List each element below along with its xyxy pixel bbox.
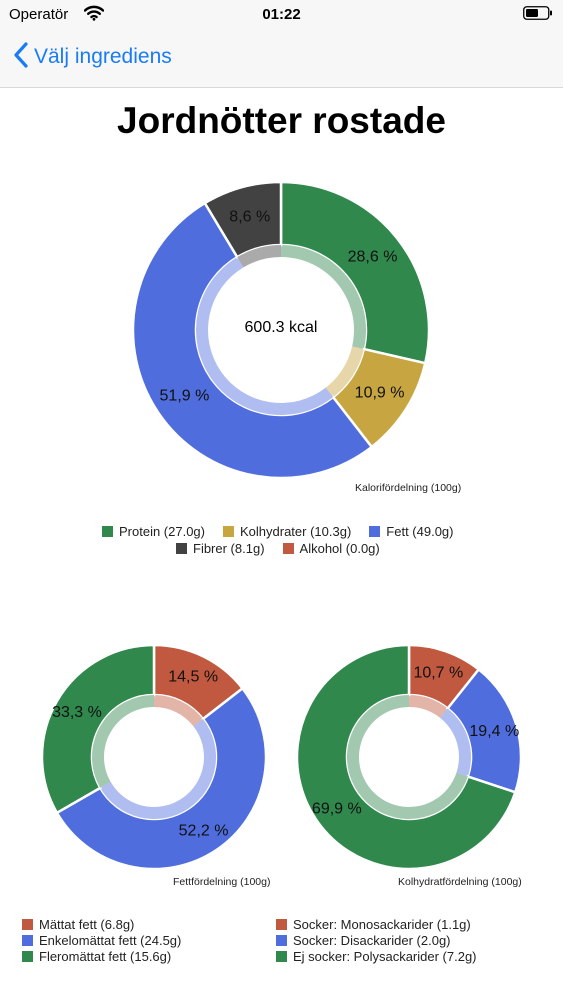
legend-label-fett: Fett (49.0g)	[386, 524, 454, 539]
fat-donut-chart: 14,5 % 52,2 % 33,3 %	[40, 643, 268, 871]
wifi-icon	[83, 5, 105, 26]
calorie-slice-3[interactable]	[203, 180, 283, 259]
calorie-legend-row-2: Fibrer (8.1g) Alkohol (0.0g)	[176, 541, 380, 556]
carb-legend-item-2: Ej socker: Polysackarider (7.2g)	[276, 949, 477, 964]
battery-icon	[523, 6, 553, 20]
legend-swatch-mattat	[22, 919, 33, 930]
legend-label-protein: Protein (27.0g)	[119, 524, 205, 539]
carb-donut-chart: 10,7 % 19,4 % 69,9 %	[295, 643, 523, 871]
back-button[interactable]: Välj ingrediens	[14, 40, 172, 74]
carb-inner-ring-1	[440, 708, 471, 777]
fat-legend-item-1: Enkelomättat fett (24.5g)	[22, 933, 181, 948]
legend-swatch-fleromattat	[22, 951, 33, 962]
legend-label-monosackarider: Socker: Monosackarider (1.1g)	[293, 917, 471, 932]
fat-slice-label-0: 14,5 %	[168, 669, 218, 686]
legend-swatch-disackarider	[276, 935, 287, 946]
legend-label-mattat: Mättat fett (6.8g)	[39, 917, 135, 932]
clock-label: 01:22	[262, 6, 301, 23]
legend-label-polysackarider: Ej socker: Polysackarider (7.2g)	[293, 949, 477, 964]
page-title: Jordnötter rostade	[117, 100, 446, 141]
fat-inner-ring-0	[154, 695, 203, 727]
calorie-inner-ring-2	[196, 257, 334, 415]
fat-slice-label-2: 33,3 %	[52, 704, 102, 721]
carb-slice-label-0: 10,7 %	[413, 664, 463, 681]
carb-slice-2[interactable]	[295, 643, 517, 871]
legend-label-kolhydrater: Kolhydrater (10.3g)	[240, 524, 352, 539]
calorie-legend-row-1: Protein (27.0g) Kolhydrater (10.3g) Fett…	[102, 524, 453, 539]
status-bar: Operatör 01:22	[0, 0, 563, 30]
calorie-slice-2[interactable]	[131, 201, 374, 480]
back-button-label: Välj ingrediens	[34, 45, 172, 68]
legend-swatch-fibrer	[176, 543, 187, 554]
calorie-donut-chart: 28,6 % 10,9 % 51,9 % 8,6 %	[131, 180, 431, 480]
fat-legend-item-2: Fleromättat fett (15.6g)	[22, 949, 171, 964]
legend-swatch-monosackarider	[276, 919, 287, 930]
navigation-bar: Välj ingrediens	[0, 30, 563, 88]
fat-inner-ring-2	[92, 695, 154, 788]
fat-chart-caption: Fettfördelning (100g)	[173, 876, 271, 888]
carb-legend-item-0: Socker: Monosackarider (1.1g)	[276, 917, 471, 932]
legend-swatch-protein	[102, 526, 113, 537]
fat-slice-1[interactable]	[55, 686, 268, 871]
carrier-label: Operatör	[9, 6, 69, 23]
carb-slice-label-2: 69,9 %	[312, 801, 362, 818]
legend-swatch-enkelomattat	[22, 935, 33, 946]
calorie-slice-0[interactable]	[279, 180, 431, 365]
legend-swatch-kolhydrater	[223, 526, 234, 537]
carb-inner-ring-0	[409, 695, 448, 718]
calorie-slice-label-3: 8,6 %	[229, 209, 270, 226]
legend-swatch-alkohol	[282, 543, 294, 554]
fat-slice-label-1: 52,2 %	[179, 822, 229, 839]
carb-slice-label-1: 19,4 %	[469, 723, 519, 740]
fat-slice-2[interactable]	[40, 643, 156, 815]
calorie-slice-label-1: 10,9 %	[355, 385, 405, 402]
legend-label-fleromattat: Fleromättat fett (15.6g)	[39, 949, 172, 964]
calorie-inner-ring-1	[325, 346, 364, 398]
calorie-slice-label-2: 51,9 %	[160, 388, 210, 405]
fat-inner-ring-1	[100, 718, 216, 819]
legend-label-alkohol: Alkohol (0.0g)	[299, 541, 380, 556]
calorie-slice-label-0: 28,6 %	[348, 249, 398, 266]
calorie-inner-ring-0	[281, 245, 367, 350]
calorie-inner-ring-3	[237, 245, 281, 268]
legend-label-enkelomattat: Enkelomättat fett (24.5g)	[39, 933, 182, 948]
fat-legend-item-0: Mättat fett (6.8g)	[22, 917, 134, 932]
legend-swatch-polysackarider	[276, 951, 287, 962]
calorie-total-label: 600.3 kcal	[244, 319, 318, 336]
calorie-chart-caption: Kalorifördelning (100g)	[355, 482, 462, 494]
chevron-left-icon	[14, 41, 28, 73]
carb-legend-item-1: Socker: Disackarider (2.0g)	[276, 933, 451, 948]
legend-label-fibrer: Fibrer (8.1g)	[193, 541, 265, 556]
carb-chart-caption: Kolhydratfördelning (100g)	[398, 876, 522, 888]
legend-label-disackarider: Socker: Disackarider (2.0g)	[293, 933, 451, 948]
legend-swatch-fett	[369, 526, 381, 537]
